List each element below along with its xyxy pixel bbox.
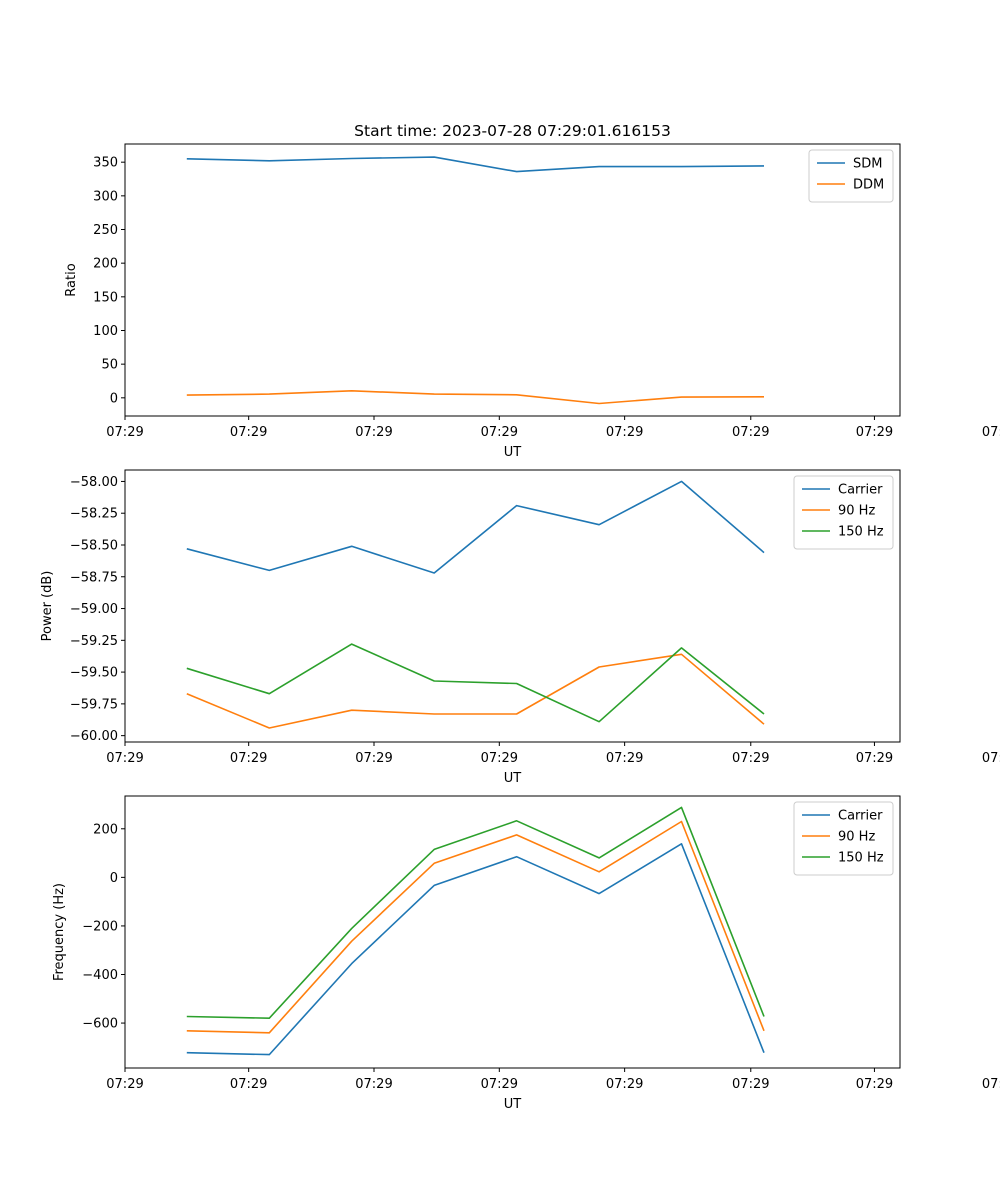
y-tick-label: 200 bbox=[93, 822, 118, 837]
series-line-90-hz bbox=[186, 653, 765, 729]
series-line-sdm bbox=[186, 156, 765, 173]
axes-frame bbox=[124, 143, 901, 417]
x-tick-label: 07:29 bbox=[732, 425, 769, 440]
x-tick-label: 07:29 bbox=[481, 425, 518, 440]
series-line-carrier bbox=[186, 842, 765, 1056]
series-line-150-hz bbox=[186, 806, 765, 1020]
axes-frame bbox=[124, 469, 901, 743]
axes-frame bbox=[124, 795, 901, 1069]
x-tick-label: 07:29 bbox=[606, 1077, 643, 1092]
x-tick-label: 07:30 bbox=[982, 425, 1000, 440]
x-tick-label: 07:30 bbox=[982, 751, 1000, 766]
y-tick-label: −59.50 bbox=[70, 666, 118, 681]
x-tick-label: 07:29 bbox=[106, 1077, 143, 1092]
x-tick-label: 07:29 bbox=[732, 751, 769, 766]
x-tick-label: 07:29 bbox=[856, 425, 893, 440]
y-tick-label: −59.75 bbox=[70, 697, 118, 712]
x-tick-label: 07:29 bbox=[481, 1077, 518, 1092]
legend-label: SDM bbox=[853, 157, 882, 172]
legend-label: 150 Hz bbox=[838, 851, 884, 866]
x-tick-label: 07:29 bbox=[355, 425, 392, 440]
legend-label: Carrier bbox=[838, 483, 883, 498]
x-tick-label: 07:30 bbox=[982, 1077, 1000, 1092]
y-tick-label: −58.75 bbox=[70, 570, 118, 585]
y-tick-label: −59.25 bbox=[70, 634, 118, 649]
y-tick-label: 350 bbox=[93, 156, 118, 171]
y-tick-label: 0 bbox=[110, 871, 118, 886]
series-line-90-hz bbox=[186, 820, 765, 1034]
chart-panel-2: −60.00 −59.75 −59.50 −59.25 −59.00 −58.75 −58.… bbox=[40, 469, 1000, 786]
x-tick-label: 07:29 bbox=[856, 1077, 893, 1092]
y-tick-label: 200 bbox=[93, 257, 118, 272]
y-axis-label: Power (dB) bbox=[40, 571, 55, 642]
y-tick-label: −58.50 bbox=[70, 538, 118, 553]
y-tick-label: 100 bbox=[93, 324, 118, 339]
y-tick-label: −200 bbox=[82, 919, 118, 934]
y-tick-label: −58.25 bbox=[70, 507, 118, 522]
series-line-150-hz bbox=[186, 643, 765, 723]
x-axis-label: UT bbox=[504, 445, 522, 460]
series-line-ddm bbox=[186, 389, 765, 405]
y-axis-label: Frequency (Hz) bbox=[52, 883, 67, 981]
y-axis-label: Ratio bbox=[64, 263, 79, 296]
legend-label: 90 Hz bbox=[838, 830, 875, 845]
x-axis-label: UT bbox=[504, 1097, 522, 1112]
x-tick-label: 07:29 bbox=[106, 751, 143, 766]
x-tick-label: 07:29 bbox=[355, 1077, 392, 1092]
y-tick-label: 250 bbox=[93, 223, 118, 238]
chart-panel-1: 0 50 100 150 200 250 300 350 07:29 07:29 07:29 07:2… bbox=[64, 143, 1000, 460]
x-tick-label: 07:29 bbox=[481, 751, 518, 766]
x-tick-label: 07:29 bbox=[606, 425, 643, 440]
y-tick-label: 50 bbox=[101, 358, 118, 373]
x-tick-label: 07:29 bbox=[230, 751, 267, 766]
y-tick-label: 300 bbox=[93, 189, 118, 204]
y-tick-label: 0 bbox=[110, 391, 118, 406]
chart-panel-3: −600 −400 −200 0 200 07:29 07:29 07:29 07:29 07:2… bbox=[52, 795, 1000, 1112]
legend-label: 150 Hz bbox=[838, 525, 884, 540]
legend: SDM DDM bbox=[808, 149, 894, 203]
y-tick-label: 150 bbox=[93, 290, 118, 305]
y-tick-label: −60.00 bbox=[70, 729, 118, 744]
legend: Carrier 90 Hz 150 Hz bbox=[793, 475, 894, 550]
legend-label: DDM bbox=[853, 178, 884, 193]
x-tick-label: 07:29 bbox=[732, 1077, 769, 1092]
legend: Carrier 90 Hz 150 Hz bbox=[793, 801, 894, 876]
x-tick-label: 07:29 bbox=[106, 425, 143, 440]
y-tick-label: −400 bbox=[82, 968, 118, 983]
x-axis-label: UT bbox=[504, 771, 522, 786]
y-tick-label: −58.00 bbox=[70, 475, 118, 490]
x-tick-label: 07:29 bbox=[230, 1077, 267, 1092]
panels: 0 50 100 150 200 250 300 350 07:29 07:29 07:29 07:2… bbox=[40, 143, 1000, 1112]
legend-label: Carrier bbox=[838, 809, 883, 824]
y-tick-label: −600 bbox=[82, 1017, 118, 1032]
y-tick-label: −59.00 bbox=[70, 602, 118, 617]
x-tick-label: 07:29 bbox=[355, 751, 392, 766]
legend-label: 90 Hz bbox=[838, 504, 875, 519]
series-line-carrier bbox=[186, 480, 765, 574]
x-tick-label: 07:29 bbox=[606, 751, 643, 766]
x-tick-label: 07:29 bbox=[856, 751, 893, 766]
chart-title: Start time: 2023-07-28 07:29:01.616153 bbox=[354, 122, 671, 140]
x-tick-label: 07:29 bbox=[230, 425, 267, 440]
